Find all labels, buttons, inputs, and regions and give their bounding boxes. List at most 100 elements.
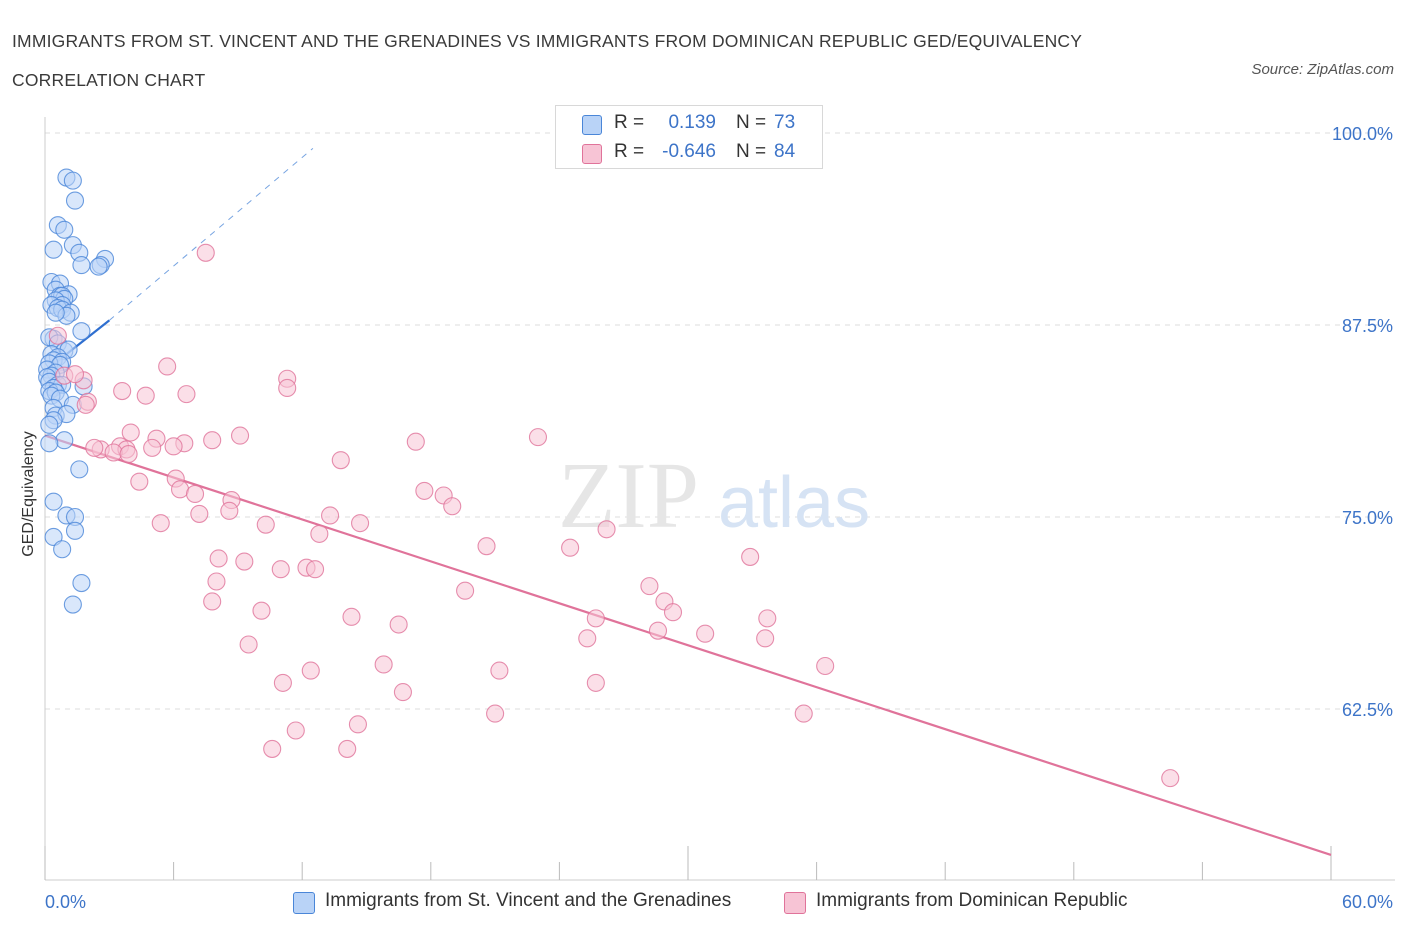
data-point	[486, 704, 505, 723]
data-point	[230, 426, 250, 445]
x-tick-label: 60.0%	[1342, 892, 1393, 912]
x-tick-label: 0.0%	[45, 892, 86, 912]
data-point	[143, 438, 162, 457]
data-point	[185, 484, 205, 504]
data-point	[220, 501, 239, 520]
data-point	[203, 431, 222, 450]
data-point	[63, 171, 82, 190]
data-point	[65, 191, 85, 210]
data-point	[235, 552, 254, 571]
data-point	[190, 504, 209, 523]
data-points	[38, 168, 1180, 788]
data-point	[321, 506, 340, 525]
legend-n-label: N =	[736, 141, 767, 162]
data-point	[756, 629, 775, 648]
data-point	[348, 715, 367, 734]
data-point	[286, 721, 305, 740]
chart-title: IMMIGRANTS FROM ST. VINCENT AND THE GREN…	[12, 31, 1082, 90]
data-point	[663, 603, 683, 622]
data-point	[597, 520, 616, 539]
y-tick-label: 87.5%	[1342, 316, 1393, 336]
data-point	[113, 381, 132, 401]
data-point	[816, 656, 835, 676]
data-point	[648, 621, 668, 640]
stats-legend: R = 0.139 N = 73 R = -0.646 N = 84	[555, 105, 823, 169]
data-point	[741, 547, 760, 566]
data-point	[374, 655, 393, 674]
data-point	[271, 560, 290, 579]
data-point	[177, 385, 196, 404]
data-point	[46, 303, 65, 322]
data-point	[338, 739, 357, 758]
data-point	[490, 661, 509, 680]
legend-row-series2: R = -0.646 N = 84	[556, 139, 822, 167]
data-point	[44, 492, 63, 511]
data-point	[130, 472, 149, 491]
data-point	[389, 615, 408, 634]
data-point	[55, 220, 74, 239]
data-point	[273, 673, 292, 692]
data-point	[158, 357, 177, 376]
data-point	[40, 415, 59, 434]
data-point	[306, 560, 325, 579]
data-point	[55, 431, 74, 450]
data-point	[76, 395, 95, 414]
legend-n-label: N =	[736, 112, 767, 133]
trend-line-pink	[44, 434, 1332, 856]
y-tick-label: 100.0%	[1332, 124, 1393, 144]
legend-label-series2: Immigrants from Dominican Republic	[816, 890, 1128, 911]
series-legend: Immigrants from St. Vincent and the Gren…	[0, 888, 1406, 918]
data-point	[65, 365, 85, 384]
data-point	[406, 432, 425, 451]
data-point	[44, 527, 63, 547]
watermark-atlas: atlas	[718, 463, 870, 543]
trend-extension	[108, 147, 314, 321]
data-point	[342, 607, 361, 626]
series-blue-points	[38, 168, 115, 614]
data-point	[586, 609, 605, 628]
legend-row-series1: R = 0.139 N = 73	[556, 110, 822, 138]
data-point	[151, 514, 170, 533]
data-point	[170, 480, 190, 499]
legend-swatch-pink	[784, 892, 806, 914]
data-point	[89, 257, 108, 276]
data-point	[136, 386, 155, 405]
axes	[44, 117, 1395, 881]
legend-r-label: R =	[614, 112, 645, 133]
y-tick-label: 75.0%	[1342, 508, 1393, 528]
data-point	[239, 635, 258, 654]
legend-swatch-pink	[582, 144, 602, 164]
data-point	[278, 378, 297, 398]
data-point	[196, 243, 215, 262]
y-tick-label: 62.5%	[1342, 700, 1393, 720]
data-point	[393, 683, 412, 702]
data-point	[561, 538, 580, 557]
data-point	[121, 423, 140, 442]
legend-label-series1: Immigrants from St. Vincent and the Gren…	[325, 890, 732, 911]
data-point	[578, 629, 597, 648]
data-point	[72, 573, 91, 593]
data-point	[263, 739, 282, 758]
data-point	[44, 240, 63, 259]
data-point	[53, 540, 72, 559]
legend-r-value: -0.646	[662, 141, 716, 162]
data-point	[119, 444, 138, 464]
source-label: Source: ZipAtlas.com	[1251, 61, 1394, 78]
data-point	[640, 577, 659, 596]
data-point	[443, 497, 462, 516]
data-point	[252, 601, 271, 620]
data-point	[794, 704, 813, 723]
data-point	[586, 673, 605, 692]
watermark-zip: ZIP	[558, 444, 699, 548]
legend-swatch-blue	[293, 892, 315, 914]
data-point	[40, 434, 59, 453]
grid-lines	[45, 132, 1395, 710]
data-point	[164, 437, 183, 456]
legend-swatch-blue	[582, 115, 602, 135]
data-point	[207, 572, 226, 591]
data-point	[65, 521, 85, 540]
watermark: ZIP atlas	[558, 444, 870, 548]
legend-n-value: 73	[774, 112, 796, 133]
data-point	[301, 661, 320, 680]
